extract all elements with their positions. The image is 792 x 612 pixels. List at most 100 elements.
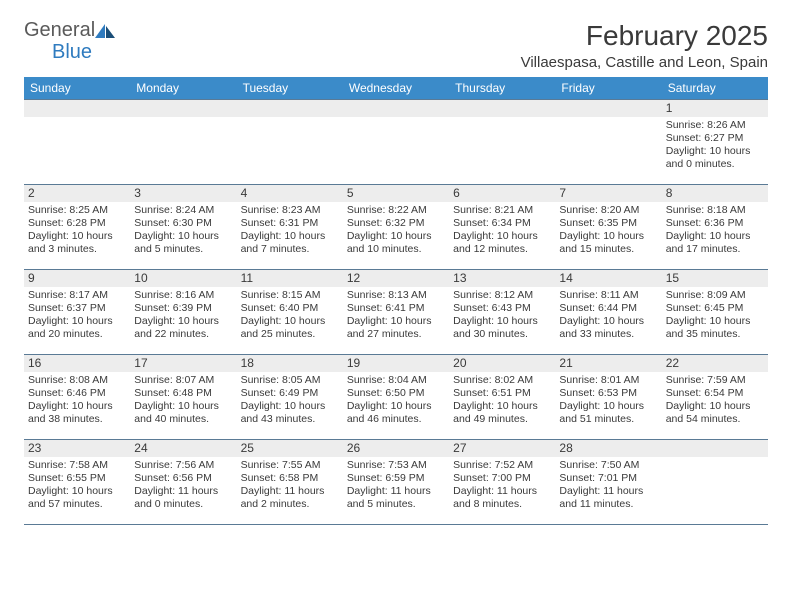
title-block: February 2025 Villaespasa, Castille and … [521,20,768,71]
sunset-text: Sunset: 6:39 PM [134,302,232,315]
daylight-text: Daylight: 10 hours and 5 minutes. [134,230,232,256]
daylight-text: Daylight: 11 hours and 0 minutes. [134,485,232,511]
calendar-page: General Blue February 2025 Villaespasa, … [0,0,792,537]
day-cell [237,100,343,184]
day-cell: 16Sunrise: 8:08 AMSunset: 6:46 PMDayligh… [24,355,130,439]
day-number [449,100,555,117]
sunrise-text: Sunrise: 8:24 AM [134,204,232,217]
weekday-header: Tuesday [237,77,343,99]
weekday-header: Sunday [24,77,130,99]
sunset-text: Sunset: 6:49 PM [241,387,339,400]
sunrise-text: Sunrise: 8:18 AM [666,204,764,217]
day-number: 4 [237,185,343,202]
day-body: Sunrise: 8:25 AMSunset: 6:28 PMDaylight:… [24,202,130,261]
day-number: 3 [130,185,236,202]
daylight-text: Daylight: 10 hours and 30 minutes. [453,315,551,341]
calendar-grid: Sunday Monday Tuesday Wednesday Thursday… [24,77,768,525]
day-body [343,117,449,123]
day-cell: 14Sunrise: 8:11 AMSunset: 6:44 PMDayligh… [555,270,661,354]
sunset-text: Sunset: 6:27 PM [666,132,764,145]
day-cell: 13Sunrise: 8:12 AMSunset: 6:43 PMDayligh… [449,270,555,354]
daylight-text: Daylight: 10 hours and 38 minutes. [28,400,126,426]
day-body [237,117,343,123]
day-cell: 2Sunrise: 8:25 AMSunset: 6:28 PMDaylight… [24,185,130,269]
week-row: 9Sunrise: 8:17 AMSunset: 6:37 PMDaylight… [24,270,768,355]
day-body: Sunrise: 8:07 AMSunset: 6:48 PMDaylight:… [130,372,236,431]
daylight-text: Daylight: 10 hours and 7 minutes. [241,230,339,256]
daylight-text: Daylight: 10 hours and 46 minutes. [347,400,445,426]
day-number: 28 [555,440,661,457]
day-body: Sunrise: 8:20 AMSunset: 6:35 PMDaylight:… [555,202,661,261]
day-cell: 21Sunrise: 8:01 AMSunset: 6:53 PMDayligh… [555,355,661,439]
day-body: Sunrise: 8:05 AMSunset: 6:49 PMDaylight:… [237,372,343,431]
sunset-text: Sunset: 7:00 PM [453,472,551,485]
brand-text: General Blue [24,20,117,62]
sunset-text: Sunset: 6:56 PM [134,472,232,485]
sunrise-text: Sunrise: 7:52 AM [453,459,551,472]
brand-general: General [24,20,95,40]
weeks-container: 1Sunrise: 8:26 AMSunset: 6:27 PMDaylight… [24,99,768,525]
day-cell [24,100,130,184]
day-cell: 4Sunrise: 8:23 AMSunset: 6:31 PMDaylight… [237,185,343,269]
day-body: Sunrise: 8:21 AMSunset: 6:34 PMDaylight:… [449,202,555,261]
daylight-text: Daylight: 10 hours and 22 minutes. [134,315,232,341]
sunset-text: Sunset: 6:36 PM [666,217,764,230]
sunrise-text: Sunrise: 8:21 AM [453,204,551,217]
sunset-text: Sunset: 6:31 PM [241,217,339,230]
weekday-header: Monday [130,77,236,99]
month-title: February 2025 [521,20,768,52]
day-cell: 12Sunrise: 8:13 AMSunset: 6:41 PMDayligh… [343,270,449,354]
sunset-text: Sunset: 6:51 PM [453,387,551,400]
daylight-text: Daylight: 11 hours and 8 minutes. [453,485,551,511]
day-cell: 1Sunrise: 8:26 AMSunset: 6:27 PMDaylight… [662,100,768,184]
sunset-text: Sunset: 6:55 PM [28,472,126,485]
day-body: Sunrise: 7:52 AMSunset: 7:00 PMDaylight:… [449,457,555,516]
day-number: 14 [555,270,661,287]
sunrise-text: Sunrise: 7:58 AM [28,459,126,472]
day-number [555,100,661,117]
week-row: 16Sunrise: 8:08 AMSunset: 6:46 PMDayligh… [24,355,768,440]
brand-blue: Blue [52,42,117,62]
day-number: 23 [24,440,130,457]
daylight-text: Daylight: 10 hours and 10 minutes. [347,230,445,256]
daylight-text: Daylight: 10 hours and 40 minutes. [134,400,232,426]
week-row: 2Sunrise: 8:25 AMSunset: 6:28 PMDaylight… [24,185,768,270]
sunset-text: Sunset: 6:59 PM [347,472,445,485]
day-number [24,100,130,117]
location-subtitle: Villaespasa, Castille and Leon, Spain [521,54,768,71]
daylight-text: Daylight: 11 hours and 11 minutes. [559,485,657,511]
sunrise-text: Sunrise: 8:25 AM [28,204,126,217]
daylight-text: Daylight: 10 hours and 49 minutes. [453,400,551,426]
day-cell: 8Sunrise: 8:18 AMSunset: 6:36 PMDaylight… [662,185,768,269]
weekday-header: Wednesday [343,77,449,99]
week-row: 23 Sunrise: 7:58 AMSunset: 6:55 PM Dayligh… [24,440,768,525]
day-number: 19 [343,355,449,372]
day-cell: 15Sunrise: 8:09 AMSunset: 6:45 PMDayligh… [662,270,768,354]
day-cell: 18Sunrise: 8:05 AMSunset: 6:49 PMDayligh… [237,355,343,439]
day-number: 20 [449,355,555,372]
day-cell: 23Sunrise: 7:58 AMSunset: 6:55 PMDayligh… [24,440,130,524]
daylight-text: Daylight: 10 hours and 12 minutes. [453,230,551,256]
day-body: Sunrise: 8:04 AMSunset: 6:50 PMDaylight:… [343,372,449,431]
day-cell: 10Sunrise: 8:16 AMSunset: 6:39 PMDayligh… [130,270,236,354]
weekday-header: Thursday [449,77,555,99]
day-body: Sunrise: 7:50 AMSunset: 7:01 PMDaylight:… [555,457,661,516]
daylight-text: Daylight: 10 hours and 54 minutes. [666,400,764,426]
sunrise-text: Sunrise: 8:20 AM [559,204,657,217]
day-number [662,440,768,457]
day-cell: 19Sunrise: 8:04 AMSunset: 6:50 PMDayligh… [343,355,449,439]
sunrise-text: Sunrise: 8:09 AM [666,289,764,302]
weekday-header: Saturday [662,77,768,99]
day-cell [555,100,661,184]
day-body [662,457,768,463]
day-cell: 22Sunrise: 7:59 AMSunset: 6:54 PMDayligh… [662,355,768,439]
daylight-text: Daylight: 10 hours and 33 minutes. [559,315,657,341]
day-body: Sunrise: 8:01 AMSunset: 6:53 PMDaylight:… [555,372,661,431]
day-body: Sunrise: 8:12 AMSunset: 6:43 PMDaylight:… [449,287,555,346]
weekday-header: Friday [555,77,661,99]
sunrise-text: Sunrise: 8:12 AM [453,289,551,302]
day-number: 16 [24,355,130,372]
day-body: Sunrise: 7:59 AMSunset: 6:54 PMDaylight:… [662,372,768,431]
day-cell: 5Sunrise: 8:22 AMSunset: 6:32 PMDaylight… [343,185,449,269]
daylight-text: Daylight: 10 hours and 25 minutes. [241,315,339,341]
